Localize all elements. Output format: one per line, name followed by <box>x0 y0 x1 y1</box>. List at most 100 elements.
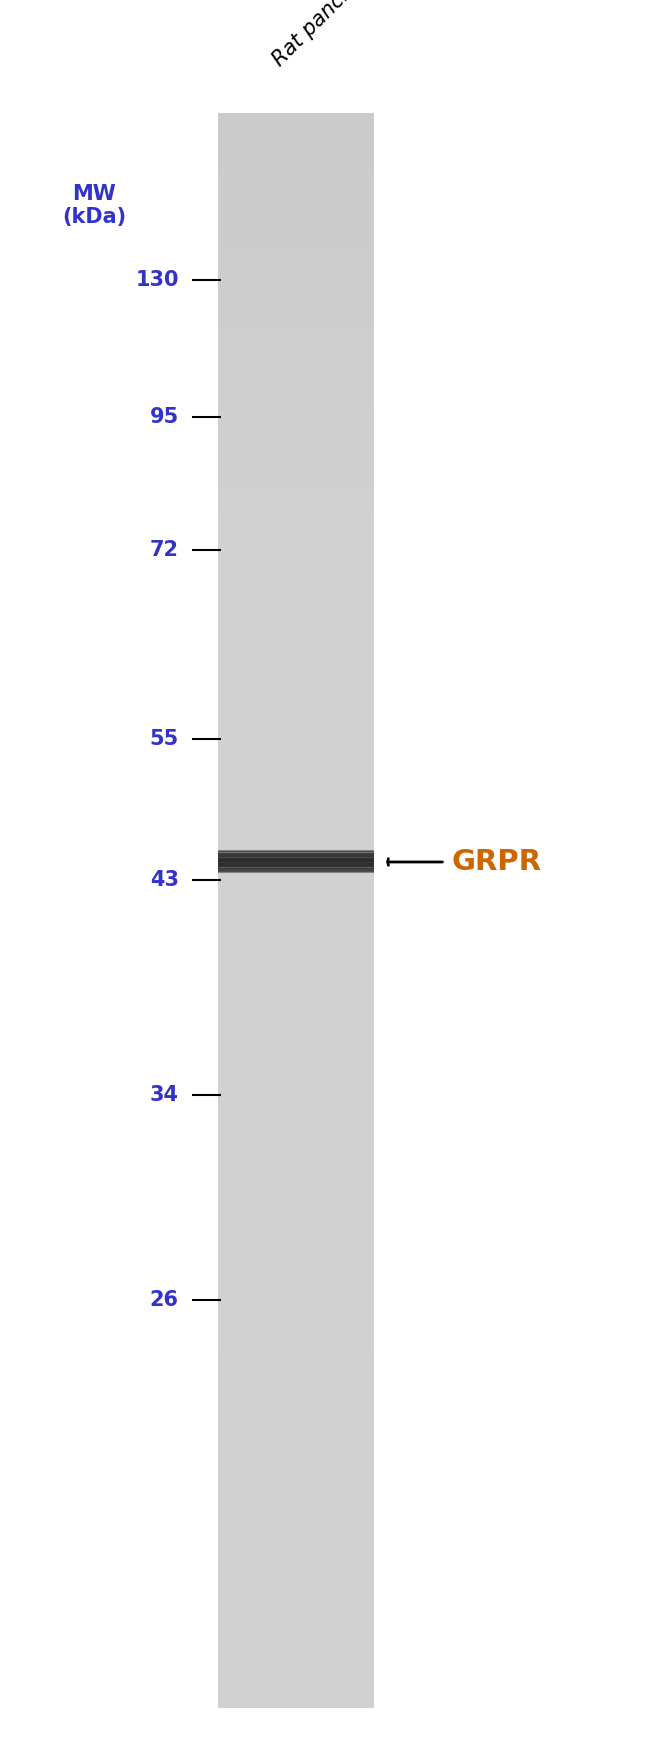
Text: 95: 95 <box>150 406 179 427</box>
Bar <box>218 1128 374 1134</box>
Bar <box>218 794 374 799</box>
Bar <box>218 916 374 922</box>
Bar <box>218 399 374 406</box>
Bar <box>218 1531 374 1538</box>
Bar <box>218 1452 374 1458</box>
Bar <box>218 415 374 422</box>
Bar <box>218 888 374 895</box>
Bar <box>218 245 374 252</box>
Bar <box>218 639 374 645</box>
Bar <box>218 1659 374 1666</box>
Bar <box>218 203 374 210</box>
Bar <box>218 580 374 587</box>
Bar <box>218 958 374 964</box>
Bar <box>218 1542 374 1549</box>
Bar <box>218 538 374 545</box>
Bar <box>218 187 374 194</box>
Bar <box>218 1076 374 1081</box>
Bar <box>218 1565 374 1570</box>
Bar <box>218 762 374 767</box>
Bar <box>218 1586 374 1591</box>
Bar <box>218 480 374 485</box>
Bar <box>218 682 374 689</box>
Bar <box>218 1309 374 1316</box>
Bar <box>218 1510 374 1517</box>
Bar <box>218 251 374 258</box>
Bar <box>218 230 374 237</box>
Bar <box>218 937 374 943</box>
Bar <box>218 1063 374 1070</box>
Bar <box>218 708 374 715</box>
Bar <box>218 485 374 491</box>
Bar <box>218 1053 374 1060</box>
Bar <box>218 650 374 655</box>
Bar <box>218 585 374 592</box>
Bar <box>218 1282 374 1288</box>
Bar <box>218 894 374 901</box>
Bar <box>218 1643 374 1650</box>
Bar <box>218 1155 374 1162</box>
Bar <box>218 1272 374 1277</box>
Bar <box>218 979 374 985</box>
Bar <box>218 1554 374 1559</box>
Bar <box>218 389 374 396</box>
Bar <box>218 130 374 135</box>
Bar <box>218 953 374 958</box>
Bar <box>218 1207 374 1214</box>
Text: GRPR: GRPR <box>452 848 542 876</box>
Bar <box>218 836 374 843</box>
Bar <box>218 1701 374 1708</box>
Bar <box>218 718 374 725</box>
Bar <box>218 1622 374 1629</box>
Bar <box>218 904 374 911</box>
Bar <box>218 1113 374 1118</box>
Bar <box>218 1016 374 1023</box>
Bar <box>218 613 374 618</box>
Bar <box>218 438 374 443</box>
Bar <box>218 224 374 231</box>
Bar <box>218 943 374 948</box>
Bar <box>218 1388 374 1395</box>
Bar <box>218 1680 374 1687</box>
Bar <box>218 713 374 720</box>
Bar <box>218 575 374 582</box>
Bar <box>218 969 374 974</box>
Bar <box>218 378 374 385</box>
Bar <box>218 590 374 597</box>
Bar <box>218 851 374 858</box>
Bar <box>218 608 374 613</box>
Bar <box>218 1027 374 1034</box>
Bar <box>218 724 374 731</box>
Bar <box>218 1032 374 1039</box>
Bar <box>218 1165 374 1172</box>
Bar <box>218 321 374 326</box>
Bar <box>218 846 374 853</box>
Bar <box>218 284 374 289</box>
Bar <box>218 1426 374 1431</box>
Bar <box>218 145 374 151</box>
Bar <box>218 1293 374 1298</box>
Bar <box>218 1340 374 1347</box>
Bar <box>218 1431 374 1437</box>
Text: 43: 43 <box>150 869 179 890</box>
Bar <box>218 1489 374 1496</box>
Bar <box>218 522 374 529</box>
Bar <box>218 272 374 279</box>
Bar <box>218 543 374 550</box>
Bar <box>218 294 374 300</box>
Bar <box>218 426 374 433</box>
Bar <box>218 1484 374 1491</box>
Bar <box>218 172 374 177</box>
Bar <box>218 182 374 187</box>
Bar <box>218 1170 374 1177</box>
Bar <box>218 161 374 166</box>
Bar <box>218 443 374 449</box>
Bar <box>218 459 374 464</box>
Bar <box>218 867 374 874</box>
Bar <box>218 804 374 809</box>
Bar <box>218 703 374 710</box>
Text: 72: 72 <box>150 540 179 561</box>
Bar <box>218 1335 374 1342</box>
Bar <box>218 331 374 336</box>
Bar <box>218 527 374 534</box>
